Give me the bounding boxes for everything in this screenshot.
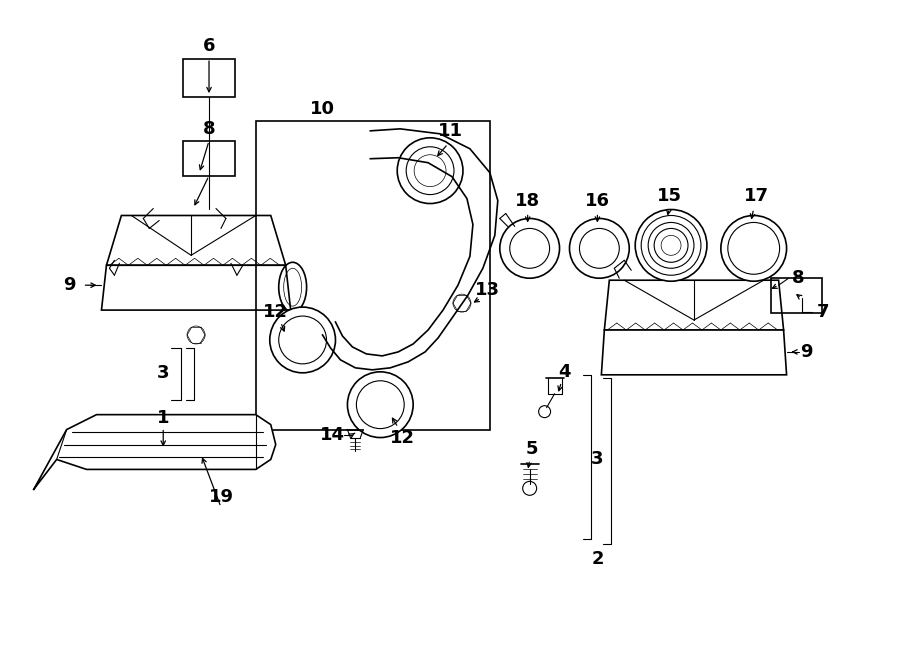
Circle shape	[347, 372, 413, 438]
Polygon shape	[106, 215, 285, 265]
Bar	[770, 278, 823, 313]
Bar	[183, 59, 235, 97]
Circle shape	[570, 219, 629, 278]
Text: 13: 13	[475, 281, 500, 299]
Text: 17: 17	[744, 186, 770, 204]
Polygon shape	[102, 265, 291, 310]
Circle shape	[500, 219, 560, 278]
Circle shape	[397, 137, 463, 204]
Text: 10: 10	[310, 100, 335, 118]
Text: 3: 3	[157, 364, 169, 382]
Text: 11: 11	[437, 122, 463, 140]
Polygon shape	[34, 414, 275, 489]
Text: 18: 18	[515, 192, 540, 210]
Text: 16: 16	[585, 192, 610, 210]
Circle shape	[635, 210, 706, 281]
Bar	[183, 141, 235, 176]
Circle shape	[108, 434, 124, 451]
Text: 2: 2	[591, 550, 604, 568]
Text: 14: 14	[320, 426, 345, 444]
Text: 12: 12	[263, 303, 288, 321]
Text: 8: 8	[792, 269, 805, 288]
Bar	[256, 121, 490, 430]
Circle shape	[188, 434, 204, 451]
Text: 8: 8	[202, 120, 215, 138]
Text: 15: 15	[657, 186, 681, 204]
Circle shape	[270, 307, 336, 373]
Text: 6: 6	[202, 37, 215, 56]
Text: 19: 19	[209, 488, 233, 506]
Text: 9: 9	[63, 276, 76, 294]
Text: 4: 4	[558, 363, 571, 381]
Polygon shape	[601, 330, 787, 375]
Text: 1: 1	[157, 408, 169, 426]
Polygon shape	[604, 280, 784, 330]
Text: 3: 3	[591, 450, 604, 469]
Text: 12: 12	[390, 428, 415, 447]
Circle shape	[721, 215, 787, 281]
Text: 5: 5	[526, 440, 538, 459]
Text: 7: 7	[817, 303, 830, 321]
Text: 9: 9	[800, 343, 813, 361]
